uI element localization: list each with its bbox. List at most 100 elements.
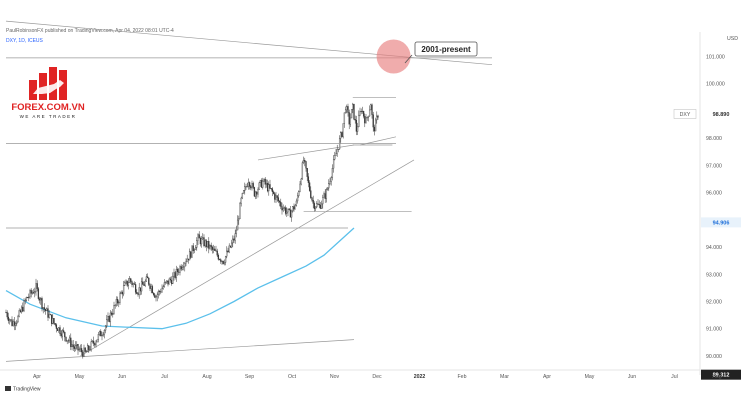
candle-body (371, 104, 373, 115)
candle-body (146, 276, 149, 279)
candle-body (31, 292, 34, 294)
candle-body (252, 183, 254, 188)
candle-body (30, 290, 32, 294)
candle-body (156, 294, 158, 298)
candle-body (89, 349, 91, 351)
candle-body (166, 280, 168, 283)
candle-body (168, 278, 170, 285)
candle-body (155, 296, 157, 298)
candle-body (312, 199, 314, 204)
price-label-value: 89.312 (713, 373, 730, 379)
price-label: 89.312 (701, 369, 741, 380)
time-tick-label: Sep (245, 374, 254, 380)
candle-body (254, 191, 257, 197)
candle-body (163, 282, 166, 287)
candle-body (185, 261, 187, 264)
candle-body (114, 304, 116, 306)
candle-body (240, 197, 242, 204)
candle-body (35, 283, 37, 292)
candle-body (234, 233, 236, 241)
candle-body (192, 245, 194, 252)
candle-body (259, 180, 262, 184)
price-label-symbol-bg (673, 109, 697, 119)
candle-body (347, 106, 349, 113)
price-tick-label: 97.000 (706, 163, 722, 169)
candle-body (218, 259, 221, 261)
candle-body (230, 242, 233, 248)
candle-body (104, 325, 107, 331)
price-label-bg (701, 217, 741, 228)
candle-body (109, 312, 112, 322)
candle-body (353, 103, 355, 120)
candle-body (11, 319, 13, 326)
candle-body (193, 249, 196, 252)
candle-body (116, 299, 119, 304)
candle-body (245, 186, 247, 188)
candle-body (167, 280, 169, 285)
candle-body (256, 191, 258, 195)
candle-body (184, 262, 186, 267)
candle-body (121, 292, 124, 295)
annotation-label: 2001-present (421, 45, 471, 54)
candle-body (169, 278, 172, 281)
candle-body (182, 266, 185, 268)
candle-body (180, 266, 182, 270)
candle-body (326, 187, 329, 190)
candle-body (269, 184, 271, 189)
candle-body (295, 200, 298, 206)
candle-body (77, 344, 79, 351)
candle-body (250, 186, 252, 189)
candle-body (270, 188, 272, 189)
candle-body (272, 191, 275, 194)
candle-body (67, 340, 70, 342)
candle-body (233, 238, 235, 241)
candle-body (32, 292, 35, 294)
candle-body (283, 207, 286, 209)
footer-brand-label: TradingView (13, 387, 41, 393)
candle-body (158, 291, 161, 292)
candle-body (131, 281, 133, 285)
candle-body (330, 177, 332, 182)
candle-body (251, 183, 253, 189)
logo-bar-2 (39, 73, 47, 100)
candle-body (71, 344, 73, 348)
candle-body (284, 207, 287, 214)
candle-body (262, 180, 264, 188)
candle-body (320, 203, 323, 209)
price-label: DXY 98.890 (673, 108, 741, 119)
candle-body (197, 234, 199, 241)
candle-body (72, 344, 74, 347)
candle-body (133, 283, 136, 285)
candle-body (338, 138, 341, 150)
price-tick-label: 98.000 (706, 136, 722, 142)
candle-body (137, 293, 139, 295)
candle-body (98, 330, 101, 335)
candle-body (46, 308, 48, 312)
candle-body (334, 155, 336, 160)
candle-body (266, 183, 269, 192)
time-tick-label: 2022 (414, 374, 426, 380)
candle-body (43, 307, 46, 310)
candle-body (331, 168, 334, 178)
candle-body (228, 245, 230, 253)
price-tick-label: 94.000 (706, 245, 722, 251)
candle-body (154, 294, 156, 298)
candle-body (115, 299, 118, 306)
candle-body (101, 335, 103, 337)
candle-body (275, 195, 277, 200)
candle-body (73, 346, 76, 349)
candle-body (196, 240, 198, 248)
candle-body (372, 114, 374, 128)
candle-body (142, 281, 144, 285)
candle-body (277, 197, 280, 202)
time-tick-label: Oct (288, 374, 297, 380)
candle-body (18, 310, 20, 317)
candle-body (223, 262, 226, 264)
candle-body (162, 286, 164, 289)
candle-body (352, 103, 354, 110)
candle-body (34, 291, 36, 294)
candle-body (214, 248, 216, 251)
candle-body (346, 106, 348, 110)
candle-body (17, 316, 19, 323)
candle-body (360, 111, 362, 113)
